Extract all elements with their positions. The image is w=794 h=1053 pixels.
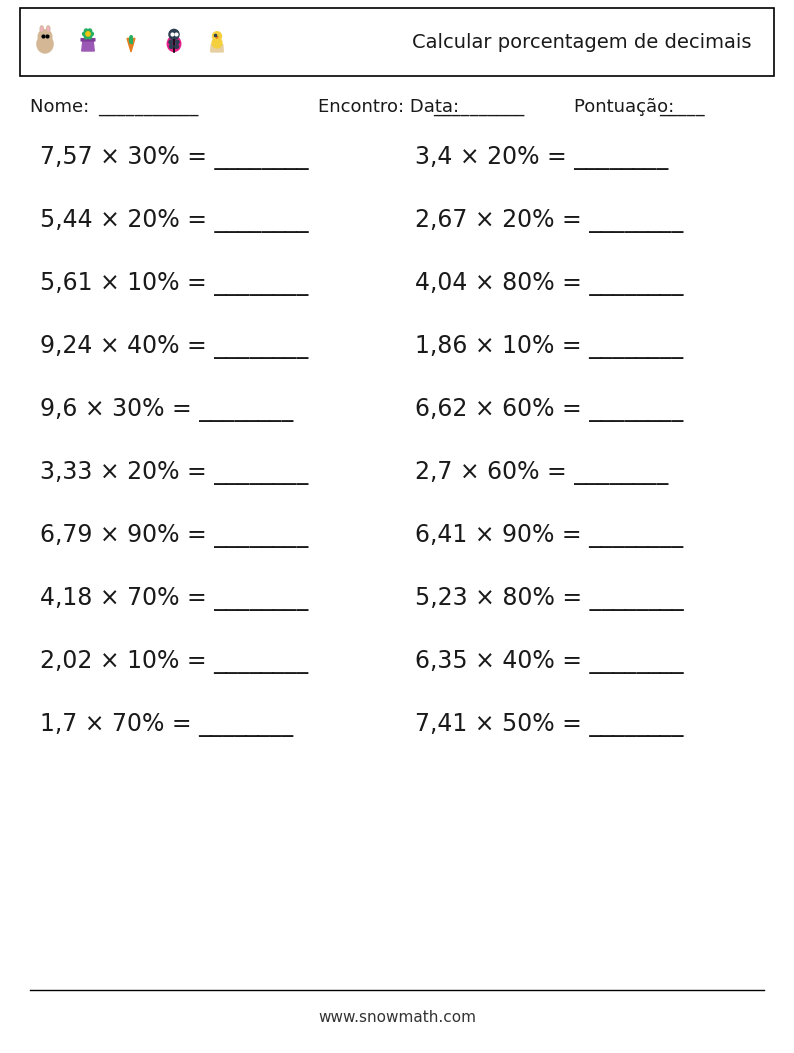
Ellipse shape [47, 26, 50, 33]
Circle shape [90, 32, 94, 36]
Circle shape [38, 29, 52, 43]
FancyBboxPatch shape [81, 39, 94, 41]
Text: 6,41 × 90% = ________: 6,41 × 90% = ________ [415, 524, 683, 548]
Text: 6,35 × 40% = ________: 6,35 × 40% = ________ [415, 650, 684, 674]
Text: ___________: ___________ [98, 98, 198, 116]
Circle shape [214, 35, 217, 37]
Ellipse shape [41, 27, 43, 31]
Ellipse shape [48, 27, 49, 31]
Text: 7,57 × 30% = ________: 7,57 × 30% = ________ [40, 146, 309, 170]
Ellipse shape [168, 36, 181, 52]
Ellipse shape [40, 26, 44, 33]
Ellipse shape [212, 38, 222, 47]
Text: Nome:: Nome: [30, 98, 95, 116]
Text: www.snowmath.com: www.snowmath.com [318, 1011, 476, 1026]
Circle shape [88, 29, 91, 33]
Text: 4,18 × 70% = ________: 4,18 × 70% = ________ [40, 587, 308, 611]
Text: Encontro: Data:: Encontro: Data: [318, 98, 464, 116]
Text: 9,6 × 30% = ________: 9,6 × 30% = ________ [40, 398, 293, 422]
Circle shape [175, 44, 179, 48]
Circle shape [175, 40, 179, 44]
FancyArrow shape [129, 36, 133, 43]
Polygon shape [82, 40, 94, 51]
Text: _____: _____ [659, 98, 704, 116]
Ellipse shape [37, 35, 53, 53]
Text: Calcular porcentagem de decimais: Calcular porcentagem de decimais [413, 33, 752, 52]
Text: 3,4 × 20% = ________: 3,4 × 20% = ________ [415, 146, 669, 170]
Polygon shape [127, 38, 135, 52]
Circle shape [84, 29, 88, 33]
Polygon shape [210, 44, 223, 52]
FancyArrow shape [129, 36, 133, 43]
Text: 1,86 × 10% = ________: 1,86 × 10% = ________ [415, 335, 683, 359]
Circle shape [84, 35, 88, 39]
Polygon shape [216, 37, 218, 38]
Text: 6,79 × 90% = ________: 6,79 × 90% = ________ [40, 524, 308, 548]
Circle shape [88, 35, 91, 39]
Text: 5,61 × 10% = ________: 5,61 × 10% = ________ [40, 272, 308, 296]
Circle shape [213, 32, 222, 41]
Text: __________: __________ [433, 98, 524, 116]
Circle shape [169, 29, 179, 39]
Text: 2,7 × 60% = ________: 2,7 × 60% = ________ [415, 461, 669, 485]
FancyBboxPatch shape [20, 8, 774, 76]
Circle shape [86, 32, 91, 36]
Text: 3,33 × 20% = ________: 3,33 × 20% = ________ [40, 461, 308, 485]
Text: 4,04 × 80% = ________: 4,04 × 80% = ________ [415, 272, 684, 296]
FancyArrow shape [129, 37, 133, 44]
Text: 6,62 × 60% = ________: 6,62 × 60% = ________ [415, 398, 684, 422]
Circle shape [83, 32, 87, 36]
Circle shape [169, 44, 173, 48]
Text: 2,02 × 10% = ________: 2,02 × 10% = ________ [40, 650, 308, 674]
Text: 2,67 × 20% = ________: 2,67 × 20% = ________ [415, 208, 684, 233]
Text: 7,41 × 50% = ________: 7,41 × 50% = ________ [415, 713, 684, 737]
Text: Pontuação:: Pontuação: [574, 98, 680, 116]
Text: 5,44 × 20% = ________: 5,44 × 20% = ________ [40, 208, 309, 233]
Text: 5,23 × 80% = ________: 5,23 × 80% = ________ [415, 587, 684, 611]
Text: 1,7 × 70% = ________: 1,7 × 70% = ________ [40, 713, 293, 737]
Text: 9,24 × 40% = ________: 9,24 × 40% = ________ [40, 335, 308, 359]
Circle shape [169, 40, 172, 44]
